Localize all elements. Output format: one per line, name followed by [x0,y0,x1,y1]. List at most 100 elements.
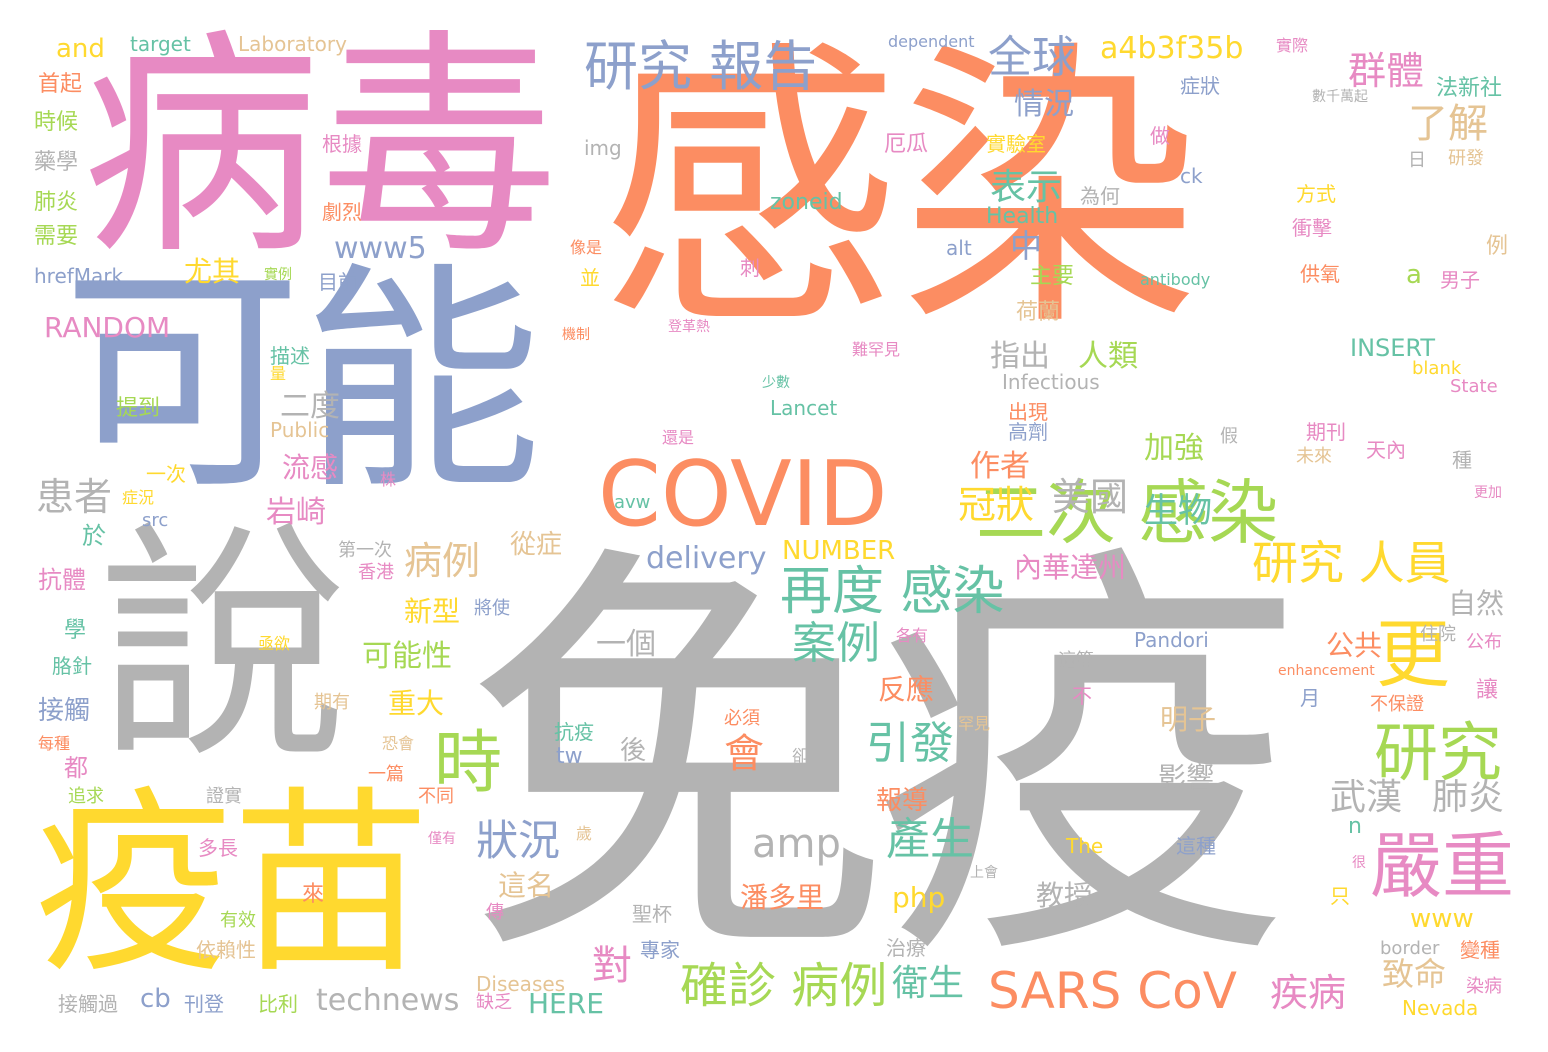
word-laboratory: Laboratory [238,32,347,56]
word-yan-jiu: 研究 [1374,717,1502,791]
word-ci: 刺 [740,256,760,280]
word-yu: 於 [82,522,106,550]
word-zhe-ming: 這名 [498,869,555,902]
word-jiao-shou: 教授 [1036,879,1093,912]
word-jiang-shi: 將使 [474,598,510,619]
word-wei-lai: 未來 [1296,446,1332,467]
word-huan-zhe: 患者 [36,475,113,519]
word-zhu: 株 [380,470,397,489]
word-yan-zhong: 嚴重 [1370,824,1515,908]
word-zhuan-jia: 專家 [640,938,680,962]
word-you-xiao: 有效 [220,910,256,931]
word-blank: blank [1412,358,1462,379]
word-random: RANDOM [44,311,171,344]
word-border: border [1380,938,1440,959]
word-ke-neng: 可能 [62,242,543,522]
word-zhong-da: 重大 [388,687,445,720]
word-hen: 很 [1352,855,1366,871]
word-yi-ge: 一個 [596,627,656,662]
word-wei-he: 為何 [1080,184,1120,208]
word-qi-you: 期有 [314,692,350,713]
word-wu-han: 武漢 [1330,777,1403,818]
word-here: HERE [528,987,604,1020]
word-nevada: Nevada [1402,996,1479,1020]
word-bu-bao-zheng: 不保證 [1370,694,1424,715]
word-guan-zhuang: 冠狀 [958,483,1035,527]
word-dependent: dependent [888,32,975,51]
word-number: NUMBER [782,536,896,566]
word-tw: tw [556,744,583,769]
word-sheng-bei: 聖杯 [632,902,672,926]
word-gong-yang: 供氧 [1300,262,1340,286]
word-zhi-ming: 致命 [1382,955,1447,993]
word-yin-fa: 引發 [866,718,954,769]
word-hrefmark: hrefMark [34,264,124,288]
word-mian-yi: 免疫 [462,513,1302,1013]
word-www5: www5 [334,231,427,266]
word-fan-ying: 反應 [878,673,935,706]
word-target: target [130,32,191,56]
word-ju-lie: 劇烈 [322,200,362,224]
word-miao-shu: 描述 [270,344,310,368]
word-sui: 歲 [576,824,593,843]
word-bian-zhong: 變種 [1460,938,1500,962]
word-jie-chu: 接觸 [38,696,91,726]
word-yan-fa: 研發 [1448,148,1484,169]
word-shang-hui: 上會 [970,865,998,881]
word-www: www [1410,904,1474,934]
word-the: The [1066,834,1104,858]
word-qi-kan: 期刊 [1306,420,1346,444]
word-jie-chu-guo: 接觸過 [58,992,118,1016]
word-han-jian: 罕見 [958,714,991,733]
word-er-ci-gan-ran: 二次 感染 [976,472,1279,554]
word-bu: 不 [1072,684,1092,708]
word-ren-lei: 人類 [1078,339,1138,374]
word-que-zhen-bing-li: 確診 病例 [680,958,888,1014]
word-zhuang-kuang: 狀況 [476,816,561,865]
word-fang-shi: 方式 [1296,182,1336,206]
word-a: a [1406,260,1422,290]
word-er-du: 二度 [280,389,340,424]
word-zai-du-gan-ran: 再度 感染 [780,562,1005,622]
word-gong-gong: 公共 [1326,629,1383,662]
word-yi-miao: 疫苗 [34,769,430,1000]
word-zhe-zhong: 這種 [1176,834,1216,858]
word-lancet: Lancet [770,396,838,420]
word-pandori: Pandori [1134,628,1209,652]
word-que: 卻 [792,746,809,765]
word-yi-pian: 一篇 [368,764,404,785]
word-mei-guo: 美國 [1052,475,1129,519]
word-di-yi-ci: 第一次 [338,540,392,561]
word-zuo: 做 [1150,124,1170,148]
word-yan-jiu-ren-yuan: 研究 人員 [1252,536,1451,590]
word-mei-zhong: 每種 [38,734,71,753]
word-pan-duo-li: 潘多里 [740,881,825,914]
word-qun-ti: 群體 [1348,49,1425,93]
word-sars-cov: SARS CoV [988,962,1237,1020]
word-bi-li: 比利 [258,992,298,1016]
word-diseases: Diseases [476,972,566,996]
word-nan-zi: 男子 [1440,268,1480,292]
word-nan-han-jian: 難罕見 [852,340,901,359]
word-yan-jiu-bao-gao: 研究 報告 [584,35,818,98]
word-zhui-qiu: 追求 [68,786,104,807]
word-li-example: 例 [1486,234,1509,259]
word-php: php [892,881,946,914]
word-n: n [1348,814,1362,839]
word-shi-li: 實例 [264,267,292,283]
word-geng-jia: 更加 [1474,485,1502,501]
word-hui: 會 [724,731,764,777]
word-avw: avw [614,492,651,513]
word-shi-ji: 實際 [1276,36,1309,55]
word-a4b3f35b: a4b3f35b [1100,31,1244,66]
word-ge-zhen: 胳針 [52,654,92,678]
word-health: Health [986,204,1059,229]
word-mu-qian: 目前 [318,270,358,294]
word-chong-ji: 衝擊 [1292,216,1332,240]
word-biao-shi: 表示 [990,167,1063,208]
word-lai: 來 [302,882,325,907]
word-dui: 對 [592,943,632,989]
word-xiang-gang: 香港 [358,562,394,583]
word-cong-zheng: 從症 [510,530,563,560]
